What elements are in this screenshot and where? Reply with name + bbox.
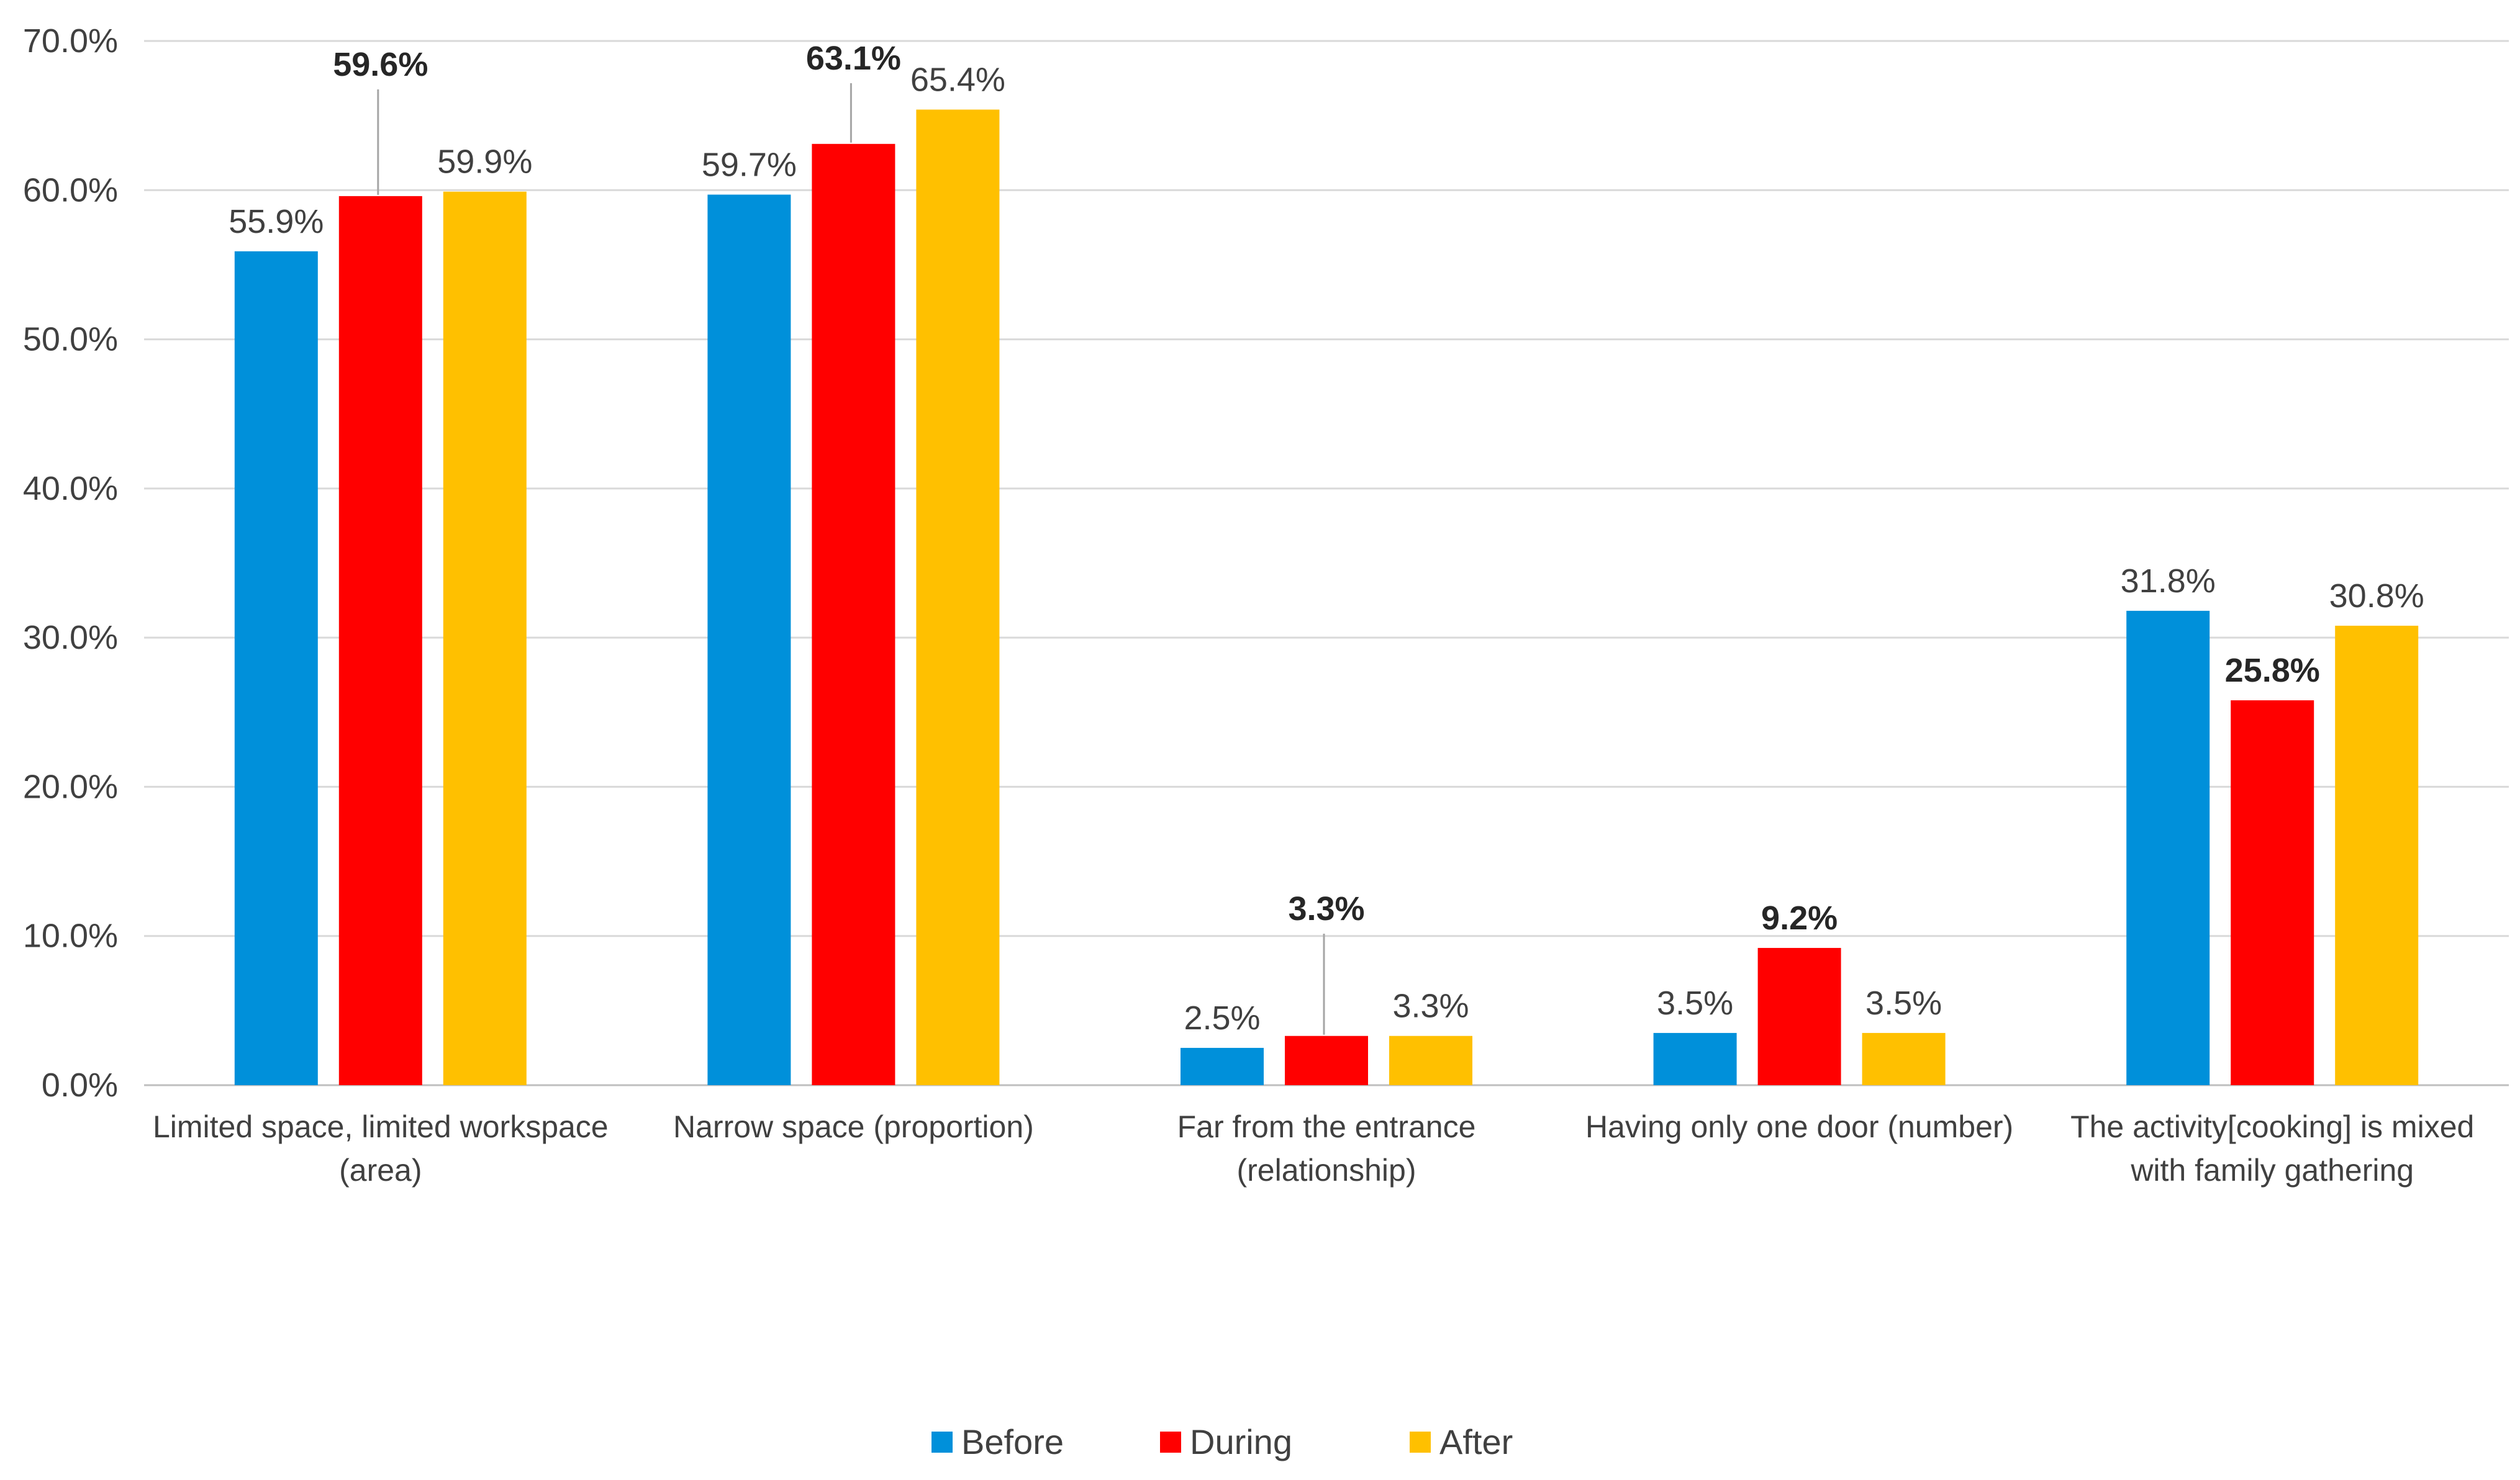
y-axis-tick-labels: 0.0% 10.0% 20.0% 30.0% 40.0% 50.0% 60.0% 70.0% [23, 22, 118, 1104]
bar-before [2126, 610, 2210, 1085]
data-label-before: 31.8% [2121, 562, 2216, 600]
data-label-after: 3.5% [1865, 985, 1942, 1022]
legend: Before During After [931, 1422, 1513, 1461]
data-label-during: 25.8% [2225, 652, 2320, 689]
x-category-label: with family gathering [2130, 1153, 2414, 1188]
data-label-before: 55.9% [229, 203, 324, 240]
y-tick-label: 10.0% [23, 918, 118, 955]
bar-during [1757, 947, 1841, 1085]
data-label-during: 59.6% [333, 46, 428, 83]
data-label-after: 3.3% [1392, 988, 1469, 1025]
bar-during [2231, 700, 2314, 1085]
data-label-during: 63.1% [806, 40, 901, 77]
bar-during [338, 196, 422, 1085]
bar-during [1285, 1036, 1368, 1085]
bar-during [812, 143, 895, 1086]
gridlines [144, 40, 2509, 1086]
legend-swatch-before [931, 1432, 953, 1453]
bar-after [916, 109, 1000, 1085]
data-label-before: 3.5% [1657, 985, 1733, 1022]
y-tick-label: 0.0% [42, 1067, 118, 1104]
x-category-label: Narrow space (proportion) [673, 1109, 1034, 1144]
data-label-during: 9.2% [1761, 900, 1838, 937]
x-category-label: (relationship) [1236, 1153, 1416, 1188]
bar-after [1389, 1036, 1472, 1085]
bar-before [707, 194, 791, 1086]
x-category-label: Limited space, limited workspace [153, 1109, 609, 1144]
bar-after [443, 191, 527, 1085]
legend-label-after: After [1439, 1422, 1513, 1461]
bar-after [2335, 625, 2419, 1085]
data-label-after: 65.4% [910, 61, 1005, 99]
data-label-after: 59.9% [437, 143, 532, 181]
x-category-label: Far from the entrance [1177, 1109, 1476, 1144]
legend-swatch-after [1410, 1432, 1431, 1453]
x-category-label: Having only one door (number) [1585, 1109, 2013, 1144]
bars [234, 109, 2419, 1086]
data-label-after: 30.8% [2329, 577, 2424, 615]
x-category-label: The activity[cooking] is mixed [2070, 1109, 2474, 1144]
legend-label-during: During [1190, 1422, 1292, 1461]
bar-before [1181, 1047, 1264, 1085]
y-tick-label: 60.0% [23, 171, 118, 209]
y-tick-label: 30.0% [23, 619, 118, 656]
bar-after [1862, 1032, 1946, 1085]
data-label-before: 59.7% [702, 146, 797, 183]
legend-swatch-during [1160, 1432, 1181, 1453]
data-label-before: 2.5% [1184, 999, 1260, 1037]
y-tick-label: 20.0% [23, 768, 118, 805]
y-tick-label: 50.0% [23, 321, 118, 358]
data-labels: 55.9% 59.7% 2.5% 3.5% 31.8% 59.6% 63.1% 3.3% 9.2… [229, 40, 2424, 1037]
legend-label-before: Before [961, 1422, 1064, 1461]
bar-before [1653, 1032, 1737, 1085]
x-axis-category-labels: Limited space, limited workspace (area) Na… [153, 1109, 2474, 1188]
data-label-during: 3.3% [1288, 890, 1364, 927]
x-category-label: (area) [339, 1153, 422, 1188]
y-tick-label: 40.0% [23, 470, 118, 507]
bar-before [234, 251, 318, 1085]
y-tick-label: 70.0% [23, 22, 118, 60]
